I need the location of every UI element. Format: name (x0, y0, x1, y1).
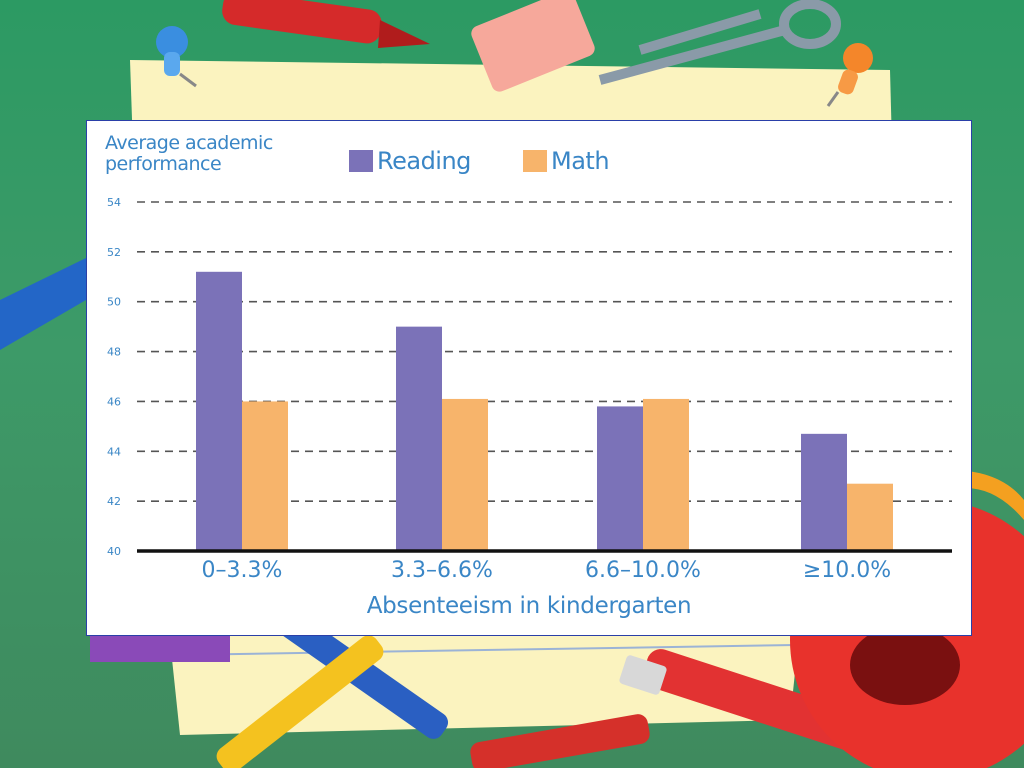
bar-reading-2 (597, 406, 643, 551)
legend-label-reading: Reading (377, 147, 471, 175)
bar-math-0 (242, 401, 288, 551)
legend-swatch-reading (349, 150, 373, 172)
x-axis-label: Absenteeism in kindergarten (366, 593, 692, 619)
eraser-icon (471, 0, 595, 92)
x-tick-label-0: 0–3.3% (202, 558, 283, 583)
legend-item-math: Math (523, 147, 610, 175)
chart-panel: 40 42 44 46 48 50 52 54 0–3.3% 3.3–6.6% 6.6–10.0% ≥… (86, 120, 972, 636)
y-axis-label: Average academic performance (105, 132, 273, 175)
y-tick-label-40: 40 (107, 545, 121, 558)
legend-label-math: Math (551, 147, 610, 175)
orange-pushpin-icon (826, 43, 873, 107)
bar-math-2 (643, 398, 689, 551)
marker-icon (619, 649, 867, 751)
x-tick-label-2: 6.6–10.0% (585, 558, 701, 583)
bar-chart: 40 42 44 46 48 50 52 54 0–3.3% 3.3–6.6% 6.6–10.0% ≥… (107, 196, 952, 583)
bar-math-3 (847, 483, 893, 551)
yellow-crayon-icon (216, 635, 384, 768)
blue-crayon-bottom-icon (275, 609, 449, 739)
blue-crayon-icon (0, 258, 86, 350)
blue-pushpin-icon (156, 26, 197, 88)
scissors-icon (598, 0, 841, 85)
red-crayon-icon (222, 0, 430, 48)
x-tick-label-3: ≥10.0% (803, 558, 891, 583)
y-tick-label-46: 46 (107, 395, 121, 408)
y-tick-label-54: 54 (107, 196, 121, 209)
y-tick-label-50: 50 (107, 296, 121, 309)
bar-reading-0 (196, 271, 242, 551)
x-tick-label-1: 3.3–6.6% (391, 558, 493, 583)
y-tick-label-52: 52 (107, 246, 121, 259)
legend-swatch-math (523, 150, 547, 172)
purple-crayon-icon (90, 636, 230, 662)
legend-item-reading: Reading (349, 147, 471, 175)
y-tick-label-44: 44 (107, 445, 121, 458)
bar-reading-1 (396, 326, 442, 551)
bar-math-1 (442, 398, 488, 551)
bar-reading-3 (801, 433, 847, 551)
y-tick-label-42: 42 (107, 495, 121, 508)
y-tick-label-48: 48 (107, 346, 121, 359)
red-crayon-bottom-icon (470, 714, 650, 768)
